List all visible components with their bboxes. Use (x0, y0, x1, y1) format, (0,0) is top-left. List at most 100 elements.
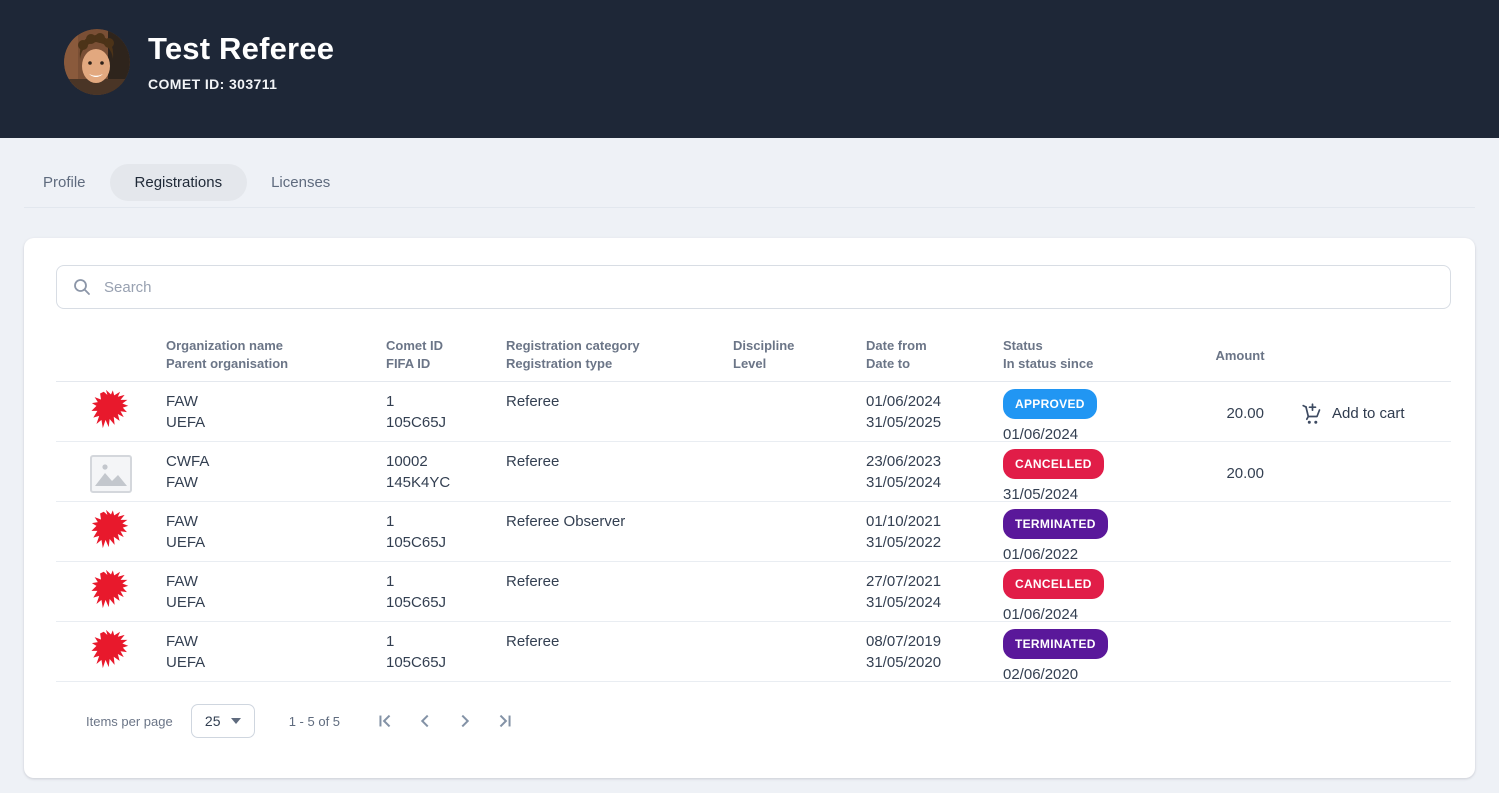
items-per-page-label: Items per page (86, 713, 173, 729)
organization-name: FAW (166, 573, 198, 590)
search-input[interactable] (104, 278, 1434, 296)
avatar (64, 29, 130, 95)
header-actions (1280, 331, 1451, 381)
registration-type: Referee (506, 453, 560, 470)
dates-cell: 27/07/2021 31/05/2024 (866, 562, 1003, 625)
organization-name: FAW (166, 513, 198, 530)
registration-type: Referee (506, 633, 560, 650)
organization-name: FAW (166, 393, 198, 410)
faw-dragon-icon (91, 629, 129, 668)
ids-cell: 1 105C65J (386, 622, 506, 685)
table-row[interactable]: CWFA FAW 10002 145K4YC Referee 23/06/202… (56, 442, 1451, 505)
next-page-button[interactable] (450, 706, 480, 736)
parent-organisation: FAW (166, 474, 198, 491)
date-to: 31/05/2024 (866, 594, 942, 611)
in-status-since: 01/06/2024 (1003, 606, 1079, 623)
organization-name: FAW (166, 633, 198, 650)
logo-cell (56, 502, 166, 565)
fifa-id-value: 145K4YC (386, 474, 451, 491)
discipline-cell (733, 442, 866, 505)
in-status-since: 02/06/2020 (1003, 666, 1079, 683)
action-cell (1280, 502, 1451, 565)
tab-profile[interactable]: Profile (43, 173, 86, 191)
in-status-since: 01/06/2022 (1003, 546, 1079, 563)
status-cell: TERMINATED 02/06/2020 (1003, 622, 1200, 685)
dates-cell: 23/06/2023 31/05/2024 (866, 442, 1003, 505)
comet-id-value: 1 (386, 513, 395, 530)
date-from: 01/10/2021 (866, 513, 942, 530)
ids-cell: 1 105C65J (386, 502, 506, 565)
comet-id-label: COMET ID: 303711 (148, 75, 278, 92)
last-page-button[interactable] (490, 706, 520, 736)
organization-logo (86, 569, 136, 619)
first-page-icon (379, 714, 391, 728)
status-cell: CANCELLED 31/05/2024 (1003, 442, 1200, 505)
action-cell (1280, 442, 1451, 505)
table-row[interactable]: FAW UEFA 1 105C65J Referee 01/06/2024 (56, 382, 1451, 445)
search-box[interactable] (56, 265, 1451, 309)
image-placeholder-icon (90, 454, 132, 493)
organization-logo (86, 389, 136, 439)
table-row[interactable]: FAW UEFA 1 105C65J Referee 27/07/2021 (56, 562, 1451, 625)
ids-cell: 1 105C65J (386, 382, 506, 445)
avatar-photo (64, 29, 130, 95)
chevron-right-icon (461, 714, 470, 728)
in-status-since: 01/06/2024 (1003, 426, 1079, 443)
pagination-nav (370, 706, 520, 736)
add-to-cart-label: Add to cart (1332, 405, 1405, 422)
previous-page-button[interactable] (410, 706, 440, 736)
registration-cell: Referee (506, 442, 733, 505)
dates-cell: 08/07/2019 31/05/2020 (866, 622, 1003, 685)
tab-registrations[interactable]: Registrations (109, 163, 248, 201)
organization-logo (86, 629, 136, 679)
faw-dragon-icon (91, 389, 129, 428)
date-from: 01/06/2024 (866, 393, 942, 410)
status-badge: CANCELLED (1003, 449, 1104, 479)
parent-organisation: UEFA (166, 654, 206, 671)
amount-cell (1200, 502, 1280, 565)
table-row[interactable]: FAW UEFA 1 105C65J Referee Observer 01/1… (56, 502, 1451, 565)
discipline-cell (733, 502, 866, 565)
status-badge: APPROVED (1003, 389, 1097, 419)
tab-bar: Profile Registrations Licenses (43, 163, 1499, 201)
first-page-button[interactable] (370, 706, 400, 736)
tab-divider (24, 207, 1475, 208)
logo-cell (56, 442, 166, 505)
registration-cell: Referee Observer (506, 502, 733, 565)
parent-organisation: UEFA (166, 414, 206, 431)
status-cell: APPROVED 01/06/2024 (1003, 382, 1200, 445)
action-cell: Add to cart (1280, 382, 1451, 445)
ids-cell: 1 105C65J (386, 562, 506, 625)
organization-name: CWFA (166, 453, 210, 470)
date-to: 31/05/2025 (866, 414, 942, 431)
paginator: Items per page 25 1 - 5 of 5 (56, 682, 1451, 738)
chevron-down-icon (230, 718, 241, 724)
amount-cell: 20.00 (1200, 382, 1280, 445)
ids-cell: 10002 145K4YC (386, 442, 506, 505)
registration-type: Referee Observer (506, 513, 626, 530)
header-status: Status In status since (1003, 338, 1094, 371)
amount-value: 20.00 (1226, 405, 1264, 422)
table-row[interactable]: FAW UEFA 1 105C65J Referee 08/07/2019 (56, 622, 1451, 685)
fifa-id-value: 105C65J (386, 414, 447, 431)
organization-logo (86, 509, 136, 559)
date-from: 08/07/2019 (866, 633, 942, 650)
date-to: 31/05/2022 (866, 534, 942, 551)
amount-cell: 20.00 (1200, 442, 1280, 505)
items-per-page-select[interactable]: 25 (190, 704, 255, 738)
organization-logo (86, 449, 136, 499)
add-shopping-cart-icon (1302, 402, 1321, 424)
amount-cell (1200, 562, 1280, 625)
date-to: 31/05/2024 (866, 474, 942, 491)
header-organization: Organization name Parent organisation (166, 338, 289, 371)
amount-value: 20.00 (1226, 465, 1264, 482)
registration-cell: Referee (506, 382, 733, 445)
action-cell (1280, 562, 1451, 625)
comet-id-value: 1 (386, 393, 395, 410)
page-title: Test Referee (148, 30, 335, 66)
faw-dragon-icon (91, 569, 129, 608)
add-to-cart-button[interactable]: Add to cart (1300, 402, 1405, 425)
faw-dragon-icon (91, 509, 129, 548)
tab-licenses[interactable]: Licenses (271, 173, 331, 191)
